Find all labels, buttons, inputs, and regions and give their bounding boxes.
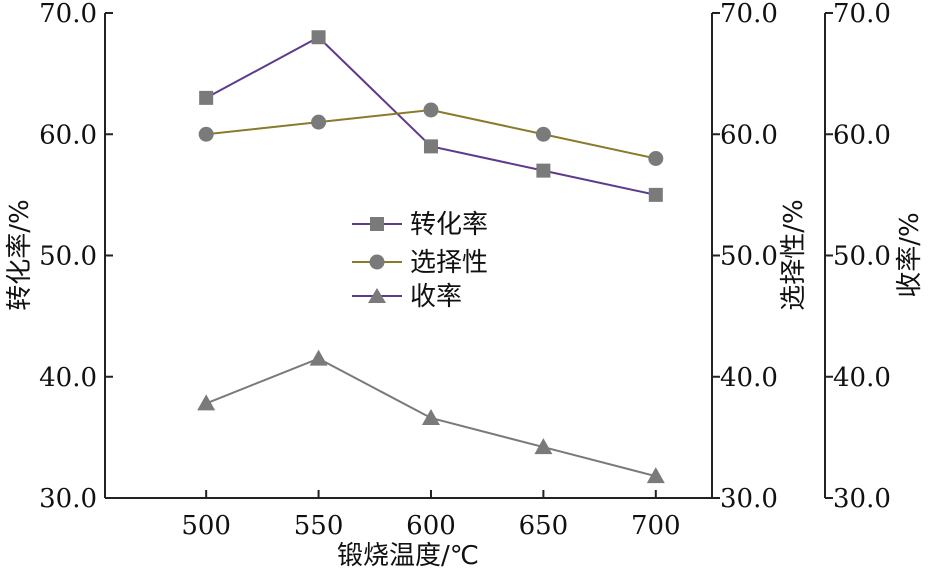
right-y-tick-label: 30.0 xyxy=(720,484,778,514)
x-tick-label: 500 xyxy=(181,511,231,541)
triangle-marker xyxy=(197,394,216,411)
right-y-tick-label: 50.0 xyxy=(720,242,778,272)
x-tick-label: 600 xyxy=(406,511,456,541)
legend-marker-square xyxy=(370,217,384,231)
left-y-tick-label: 40.0 xyxy=(39,363,97,393)
far-right-y-tick-label: 30.0 xyxy=(833,484,891,514)
circle-marker xyxy=(311,114,327,130)
legend-label-conversion: 转化率 xyxy=(410,210,488,240)
circle-marker xyxy=(648,151,664,166)
left-y-tick-label: 60.0 xyxy=(39,120,97,150)
x-tick-label: 550 xyxy=(294,511,344,541)
circle-marker xyxy=(198,126,214,142)
triangle-marker xyxy=(646,467,665,484)
square-marker xyxy=(311,30,326,45)
x-tick-label: 700 xyxy=(631,511,681,541)
legend: 转化率 选择性 收率 xyxy=(352,210,488,312)
square-marker xyxy=(199,90,214,105)
series-group xyxy=(197,30,665,484)
left-y-axis-title: 转化率/% xyxy=(5,199,35,310)
left-y-tick-label: 50.0 xyxy=(39,242,97,272)
right-y-tick-label: 70.0 xyxy=(720,0,778,29)
triangle-marker xyxy=(309,349,328,366)
far-right-y-tick-label: 60.0 xyxy=(833,120,891,150)
circle-marker xyxy=(423,102,439,118)
circle-marker xyxy=(535,126,551,142)
right-y-tick-label: 60.0 xyxy=(720,120,778,150)
x-tick-label: 650 xyxy=(519,511,569,541)
ticks: 500 550 600 650 700 30.0 30.0 30.0 40.0 40.0 40.0 5… xyxy=(39,0,891,541)
right-y-tick-label: 40.0 xyxy=(720,363,778,393)
far-right-y-axis-title: 收率/% xyxy=(895,212,925,297)
square-marker xyxy=(423,139,438,154)
legend-marker-triangle xyxy=(368,288,386,303)
square-marker xyxy=(648,187,663,202)
legend-label-yield: 收率 xyxy=(410,282,462,312)
right-y-axis-title: 选择性/% xyxy=(779,199,809,310)
far-right-y-tick-label: 40.0 xyxy=(833,363,891,393)
square-marker xyxy=(536,163,551,178)
left-y-tick-label: 30.0 xyxy=(39,484,97,514)
triangle-marker xyxy=(534,438,553,455)
far-right-y-tick-label: 50.0 xyxy=(833,242,891,272)
legend-marker-circle xyxy=(369,254,385,270)
triangle-marker xyxy=(421,408,440,425)
far-right-y-tick-label: 70.0 xyxy=(833,0,891,29)
legend-label-selectivity: 选择性 xyxy=(410,248,488,278)
left-y-tick-label: 70.0 xyxy=(39,0,97,29)
x-axis-title: 锻烧温度/℃ xyxy=(337,541,479,571)
